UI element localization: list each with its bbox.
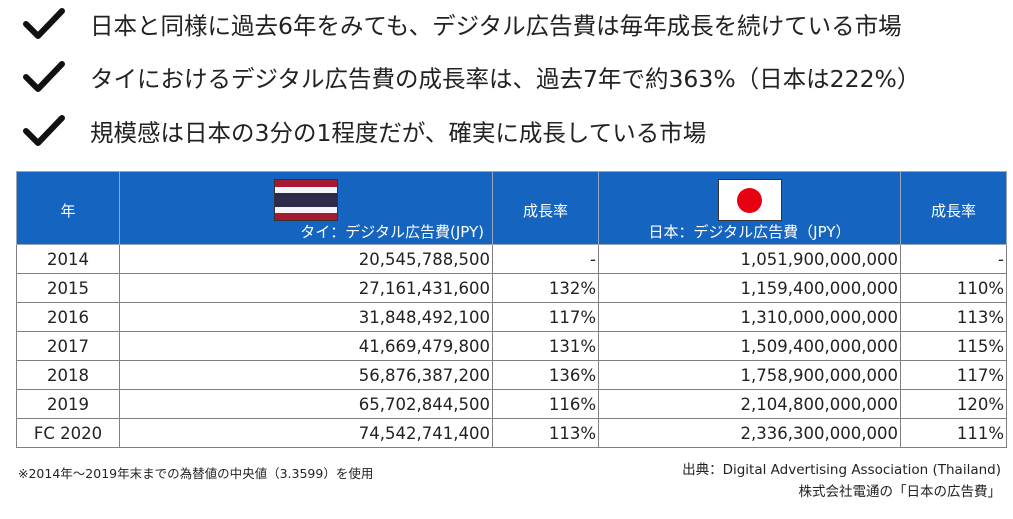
header-japan-growth: 成長率 <box>900 171 1007 245</box>
cell-year: 2015 <box>16 273 120 303</box>
bullet-3: 規模感は日本の3分の1程度だが、確実に成長している市場 <box>22 111 706 151</box>
cell-thai-growth: 136% <box>492 360 599 390</box>
cell-thai: 31,848,492,100 <box>119 302 493 332</box>
cell-japan: 2,104,800,000,000 <box>598 389 901 419</box>
japan-flag-icon <box>717 179 782 221</box>
cell-thai-growth: 117% <box>492 302 599 332</box>
ad-spend-table: 年 タイ：デジタル広告費(JPY) 成長率 日本：デジタル広告費（JPY） 成長… <box>16 171 1007 448</box>
header-thai: タイ：デジタル広告費(JPY) <box>119 171 493 245</box>
cell-japan-growth: - <box>900 244 1007 274</box>
source-line-1: 出典：Digital Advertising Association (Thai… <box>682 462 1001 478</box>
cell-japan-growth: 111% <box>900 418 1007 448</box>
footnote: ※2014年～2019年末までの為替値の中央値（3.3599）を使用 <box>18 466 374 481</box>
cell-japan-growth: 113% <box>900 302 1007 332</box>
source-line-2: 株式会社電通の「日本の広告費」 <box>798 484 1002 500</box>
cell-thai: 65,702,844,500 <box>119 389 493 419</box>
check-icon <box>23 61 65 92</box>
cell-year: 2014 <box>16 244 120 274</box>
cell-japan-growth: 115% <box>900 331 1007 361</box>
table-row: 2019 65,702,844,500 116% 2,104,800,000,0… <box>16 389 1007 419</box>
cell-thai-growth: 113% <box>492 418 599 448</box>
cell-thai-growth: - <box>492 244 599 274</box>
cell-thai-growth: 131% <box>492 331 599 361</box>
cell-japan-growth: 117% <box>900 360 1007 390</box>
cell-thai: 56,876,387,200 <box>119 360 493 390</box>
source-citation: 出典：Digital Advertising Association (Thai… <box>682 459 1001 503</box>
cell-thai-growth: 116% <box>492 389 599 419</box>
cell-japan: 1,310,000,000,000 <box>598 302 901 332</box>
header-year: 年 <box>16 171 120 245</box>
cell-thai-growth: 132% <box>492 273 599 303</box>
cell-japan: 1,758,900,000,000 <box>598 360 901 390</box>
cell-japan: 1,051,900,000,000 <box>598 244 901 274</box>
header-thai-growth: 成長率 <box>492 171 599 245</box>
cell-thai: 74,542,741,400 <box>119 418 493 448</box>
bullet-text: タイにおけるデジタル広告費の成長率は、過去7年で約363%（日本は222%） <box>90 65 921 93</box>
check-icon <box>23 8 65 39</box>
table-row: FC 2020 74,542,741,400 113% 2,336,300,00… <box>16 418 1007 448</box>
cell-japan-growth: 110% <box>900 273 1007 303</box>
cell-japan: 1,509,400,000,000 <box>598 331 901 361</box>
bullet-2: タイにおけるデジタル広告費の成長率は、過去7年で約363%（日本は222%） <box>22 57 920 97</box>
table-row: 2014 20,545,788,500 - 1,051,900,000,000 … <box>16 244 1007 274</box>
cell-year: 2019 <box>16 389 120 419</box>
cell-year: 2016 <box>16 302 120 332</box>
table-row: 2017 41,669,479,800 131% 1,509,400,000,0… <box>16 331 1007 361</box>
cell-japan: 2,336,300,000,000 <box>598 418 901 448</box>
table-row: 2018 56,876,387,200 136% 1,758,900,000,0… <box>16 360 1007 390</box>
header-japan: 日本：デジタル広告費（JPY） <box>598 171 901 245</box>
bullet-1: 日本と同様に過去6年をみても、デジタル広告費は毎年成長を続けている市場 <box>22 4 902 44</box>
cell-thai: 41,669,479,800 <box>119 331 493 361</box>
cell-thai: 27,161,431,600 <box>119 273 493 303</box>
bullet-text: 日本と同様に過去6年をみても、デジタル広告費は毎年成長を続けている市場 <box>90 12 902 40</box>
cell-year: 2017 <box>16 331 120 361</box>
table-row: 2015 27,161,431,600 132% 1,159,400,000,0… <box>16 273 1007 303</box>
check-icon <box>23 115 65 146</box>
table-header-row: 年 タイ：デジタル広告費(JPY) 成長率 日本：デジタル広告費（JPY） 成長… <box>16 171 1007 245</box>
table-row: 2016 31,848,492,100 117% 1,310,000,000,0… <box>16 302 1007 332</box>
cell-japan: 1,159,400,000,000 <box>598 273 901 303</box>
bullet-text: 規模感は日本の3分の1程度だが、確実に成長している市場 <box>90 119 707 147</box>
cell-year: FC 2020 <box>16 418 120 448</box>
cell-japan-growth: 120% <box>900 389 1007 419</box>
thailand-flag-icon <box>274 179 338 221</box>
cell-thai: 20,545,788,500 <box>119 244 493 274</box>
cell-year: 2018 <box>16 360 120 390</box>
